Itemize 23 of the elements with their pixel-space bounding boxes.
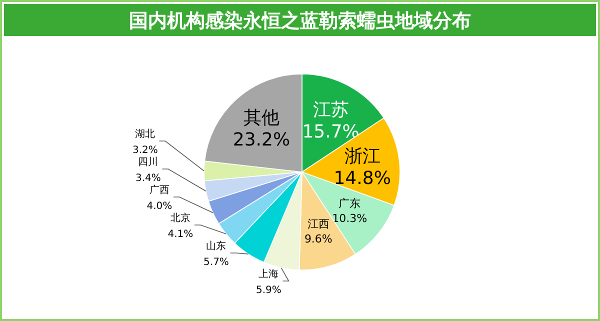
data-label: 10.3% [332, 212, 368, 225]
data-label: 14.8% [334, 168, 391, 189]
data-label: 3.4% [136, 173, 161, 184]
data-label: 4.1% [168, 229, 194, 240]
slice-label: 广东 [338, 196, 361, 210]
data-label: 3.2% [132, 145, 158, 156]
slice-label: 其他 [244, 108, 280, 129]
data-label: 5.7% [204, 257, 229, 268]
slice-label: 湖北 [135, 128, 156, 140]
slice-label: 山东 [206, 240, 226, 252]
slice-label: 江西 [307, 218, 330, 230]
slice-label: 北京 [170, 212, 190, 224]
slice-label: 上海 [258, 268, 279, 280]
chart-title: 国内机构感染永恒之蓝勒索蠕虫地域分布 [129, 10, 471, 32]
data-label: 15.7% [302, 121, 360, 142]
data-label: 23.2% [232, 130, 290, 151]
slice-label: 四川 [138, 156, 158, 168]
data-label: 9.6% [304, 232, 332, 246]
slice-label: 江苏 [312, 99, 349, 120]
slice-label: 广西 [149, 184, 170, 196]
data-label: 4.0% [146, 201, 172, 212]
slice-label: 浙江 [344, 146, 380, 167]
data-label: 5.9% [256, 285, 282, 296]
